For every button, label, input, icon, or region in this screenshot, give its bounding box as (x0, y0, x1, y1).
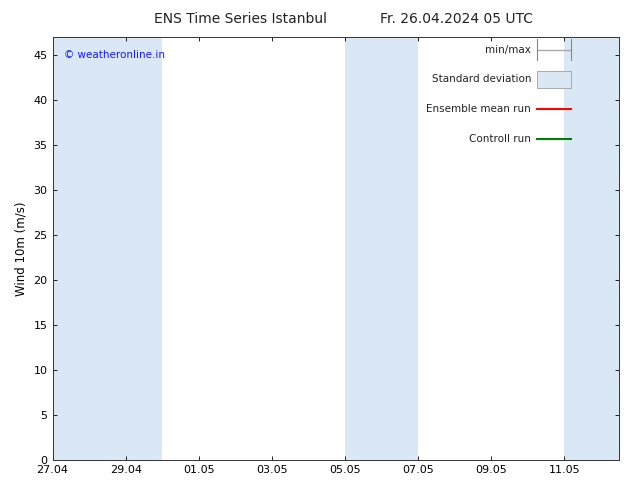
FancyBboxPatch shape (537, 71, 571, 88)
Bar (345, 37, 418, 460)
Text: Controll run: Controll run (469, 134, 531, 144)
Text: © weatheronline.in: © weatheronline.in (64, 50, 165, 60)
Bar (564, 37, 619, 460)
Bar (126, 37, 162, 460)
Text: min/max: min/max (485, 45, 531, 55)
Text: Standard deviation: Standard deviation (432, 74, 531, 84)
Text: ENS Time Series Istanbul: ENS Time Series Istanbul (155, 12, 327, 26)
Text: Fr. 26.04.2024 05 UTC: Fr. 26.04.2024 05 UTC (380, 12, 533, 26)
Y-axis label: Wind 10m (m/s): Wind 10m (m/s) (15, 201, 28, 296)
Text: Ensemble mean run: Ensemble mean run (427, 104, 531, 114)
Bar (53, 37, 126, 460)
